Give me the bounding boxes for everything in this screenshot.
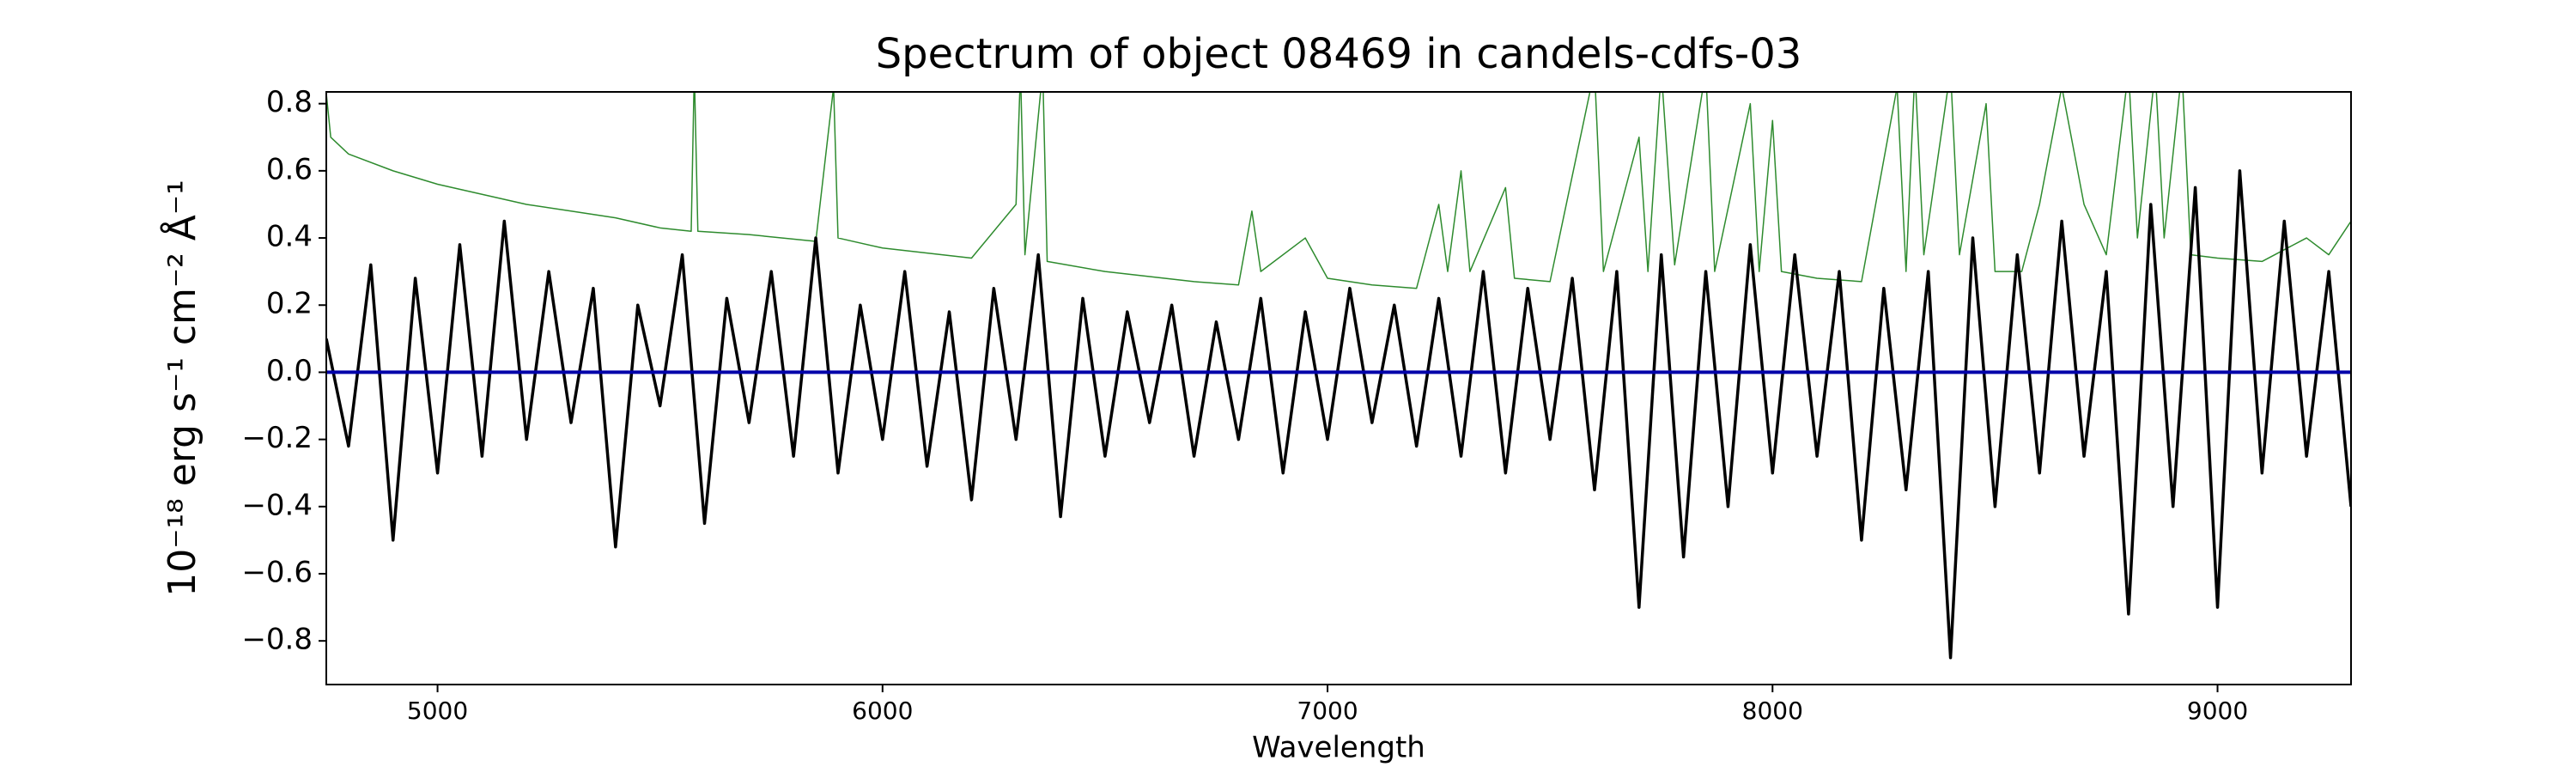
y-tick-label: −0.2 xyxy=(241,421,313,455)
y-tick-label: −0.8 xyxy=(241,623,313,657)
y-tick-label: 0.2 xyxy=(266,287,313,321)
y-tick-label: 0.0 xyxy=(266,354,313,388)
plot-frame xyxy=(325,91,2352,685)
spectrum-line xyxy=(326,92,2351,289)
y-tick-label: 0.6 xyxy=(266,152,313,186)
x-tick-label: 5000 xyxy=(407,697,468,725)
y-tick-label: 0.8 xyxy=(266,85,313,119)
plot-area xyxy=(326,92,2351,660)
x-tick-label: 9000 xyxy=(2187,697,2248,725)
x-axis-label: Wavelength xyxy=(1252,731,1425,765)
chart-title: Spectrum of object 08469 in candels-cdfs… xyxy=(876,30,1802,78)
x-tick-label: 8000 xyxy=(1742,697,1803,725)
x-tick-label: 6000 xyxy=(852,697,913,725)
y-axis-label: 10⁻¹⁸ erg s⁻¹ cm⁻² Å⁻¹ xyxy=(159,180,204,596)
y-tick-label: −0.6 xyxy=(241,555,313,589)
y-tick-label: −0.4 xyxy=(241,488,313,522)
y-tick-label: 0.4 xyxy=(266,220,313,254)
x-tick-label: 7000 xyxy=(1297,697,1358,725)
spectrum-line xyxy=(326,169,2351,660)
